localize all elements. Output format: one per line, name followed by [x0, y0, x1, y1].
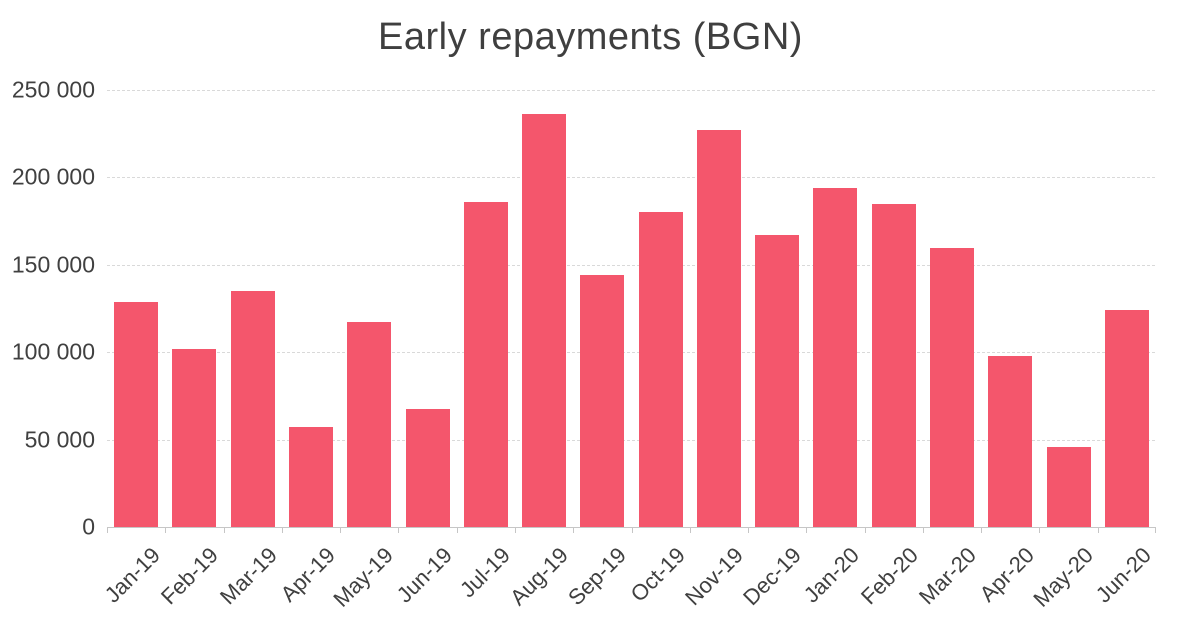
x-axis-tick: [689, 527, 691, 533]
chart-title: Early repayments (BGN): [378, 16, 803, 58]
x-axis-tick: [922, 527, 924, 533]
x-axis-tick: [165, 527, 167, 533]
bar-nov-19: [696, 130, 741, 527]
x-axis-tick: [456, 527, 458, 533]
y-axis-tick-label: 100 000: [11, 338, 95, 365]
bar-sep-19: [580, 275, 625, 527]
x-axis-tick: [1097, 527, 1099, 533]
bar-jan-20: [813, 187, 858, 527]
x-axis-tick: [806, 527, 808, 533]
x-axis-labels: Jan-19 Feb-19 Mar-19 Apr-19 May-19 Jun-19 Jul-…: [100, 527, 1156, 620]
x-axis-tick: [631, 527, 633, 533]
bar-jun-19: [405, 409, 450, 527]
gridline-150000: [107, 264, 1156, 266]
x-axis-tick: [223, 527, 225, 533]
x-axis-tick: [1155, 527, 1156, 533]
x-axis-tick: [398, 527, 400, 533]
bar-apr-20: [988, 355, 1033, 527]
x-axis-tick: [514, 527, 516, 533]
x-axis-tick: [573, 527, 575, 533]
x-axis-tick: [340, 527, 342, 533]
y-axis-tick-label: 0: [82, 513, 95, 540]
bar-aug-19: [522, 114, 567, 527]
bar-mar-20: [930, 248, 975, 527]
x-axis-tick: [281, 527, 283, 533]
bar-dec-19: [755, 235, 800, 527]
bar-feb-20: [871, 203, 916, 527]
gridline-100000: [107, 352, 1156, 354]
x-axis-tick: [748, 527, 750, 533]
y-axis: 250 000 200 000 150 000 100 000 50 000 0: [0, 77, 95, 540]
y-axis-tick-label: 150 000: [11, 251, 95, 278]
x-axis-tick: [107, 527, 108, 533]
y-axis-tick-label: 200 000: [11, 163, 95, 190]
bar-apr-19: [288, 426, 333, 527]
bar-may-20: [1046, 446, 1091, 527]
bar-mar-19: [230, 291, 275, 527]
bar-oct-19: [638, 212, 683, 527]
gridline-50000: [107, 439, 1156, 441]
x-axis-tick: [981, 527, 983, 533]
x-axis-tick: [1039, 527, 1041, 533]
y-axis-tick-label: 50 000: [24, 426, 95, 453]
plot-area: [107, 90, 1156, 533]
y-axis-tick-label: 250 000: [11, 76, 95, 103]
bar-jan-19: [114, 301, 159, 527]
gridline-250000: [107, 90, 1156, 91]
bar-may-19: [347, 322, 392, 527]
bar-jun-20: [1104, 310, 1149, 527]
bar-jul-19: [463, 201, 508, 527]
bar-feb-19: [172, 348, 217, 527]
gridline-200000: [107, 177, 1156, 179]
x-axis-tick: [864, 527, 866, 533]
